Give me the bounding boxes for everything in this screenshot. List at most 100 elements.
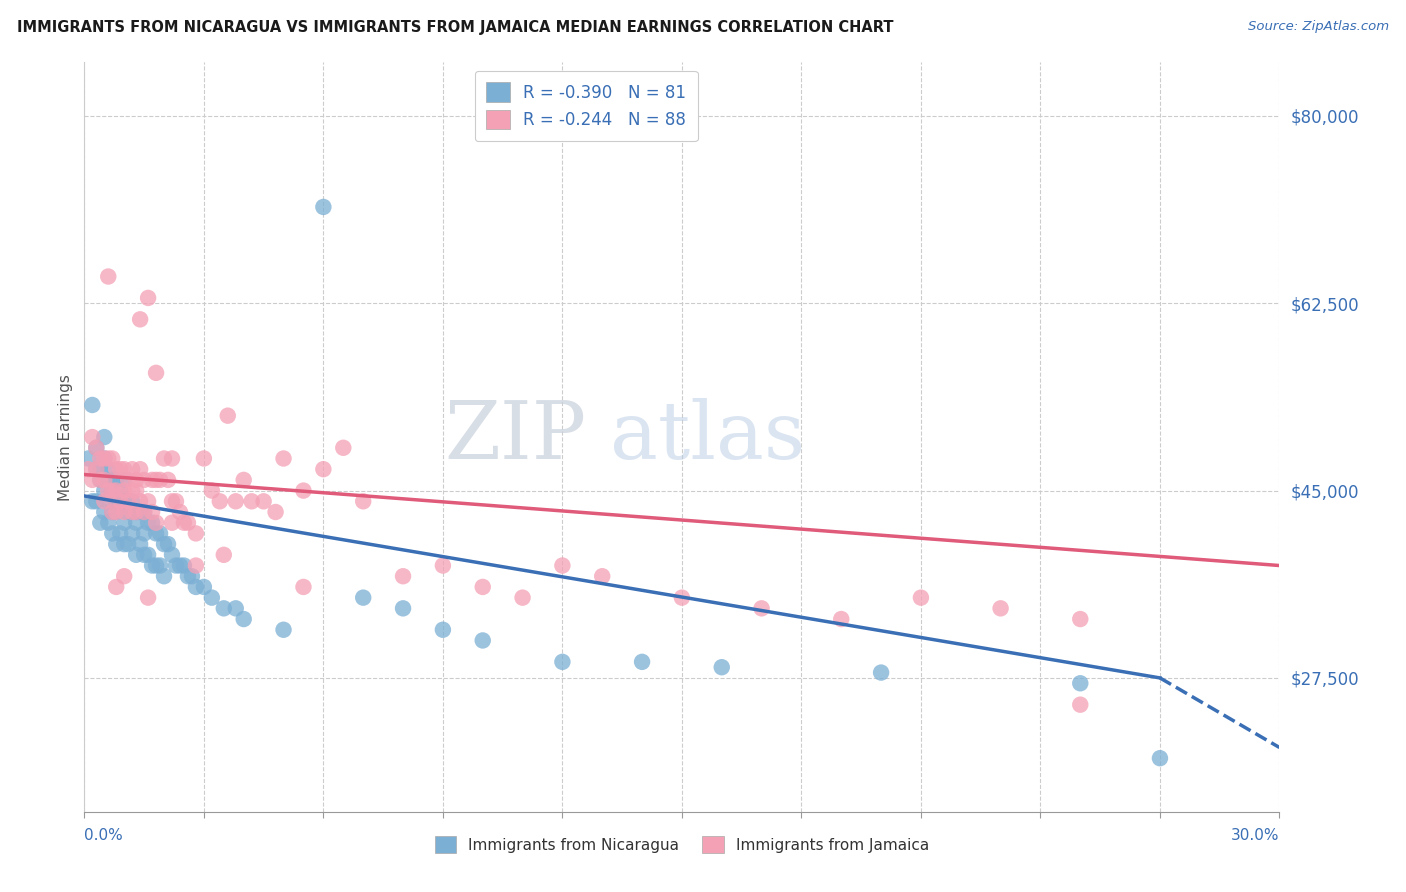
Point <box>671 591 693 605</box>
Point <box>153 569 176 583</box>
Point <box>132 505 156 519</box>
Point <box>184 526 207 541</box>
Point <box>105 494 128 508</box>
Point <box>141 505 163 519</box>
Point <box>89 473 111 487</box>
Point <box>105 505 128 519</box>
Point <box>141 473 163 487</box>
Point <box>112 494 135 508</box>
Point <box>86 441 108 455</box>
Point <box>132 526 156 541</box>
Point <box>1069 698 1091 712</box>
Point <box>132 548 156 562</box>
Point <box>129 462 152 476</box>
Point <box>93 430 115 444</box>
Point <box>97 516 120 530</box>
Point <box>86 441 108 455</box>
Point <box>169 505 191 519</box>
Point <box>117 505 139 519</box>
Point <box>432 623 454 637</box>
Point <box>86 462 108 476</box>
Point <box>121 494 143 508</box>
Point <box>292 483 315 498</box>
Point <box>990 601 1012 615</box>
Point <box>292 580 315 594</box>
Point <box>471 633 494 648</box>
Point <box>136 291 159 305</box>
Point <box>177 516 200 530</box>
Point <box>112 505 135 519</box>
Point <box>551 558 574 573</box>
Point <box>141 516 163 530</box>
Point <box>117 473 139 487</box>
Legend: Immigrants from Nicaragua, Immigrants from Jamaica: Immigrants from Nicaragua, Immigrants fr… <box>426 827 938 863</box>
Point <box>160 494 183 508</box>
Point <box>125 483 148 498</box>
Point <box>121 483 143 498</box>
Point <box>1069 676 1091 690</box>
Text: atlas: atlas <box>610 398 806 476</box>
Point <box>93 505 115 519</box>
Point <box>751 601 773 615</box>
Point <box>132 473 156 487</box>
Point <box>157 473 180 487</box>
Point <box>105 505 128 519</box>
Point <box>870 665 893 680</box>
Point <box>89 473 111 487</box>
Point <box>101 505 124 519</box>
Point <box>225 494 247 508</box>
Point <box>97 462 120 476</box>
Point <box>471 580 494 594</box>
Point <box>225 601 247 615</box>
Point <box>145 558 167 573</box>
Point <box>184 558 207 573</box>
Point <box>165 494 187 508</box>
Point <box>312 462 335 476</box>
Text: 0.0%: 0.0% <box>84 828 124 843</box>
Point <box>332 441 354 455</box>
Point <box>710 660 733 674</box>
Point <box>105 473 128 487</box>
Point <box>136 494 159 508</box>
Point <box>312 200 335 214</box>
Point <box>212 548 235 562</box>
Point <box>82 473 104 487</box>
Point <box>145 366 167 380</box>
Point <box>129 494 152 508</box>
Point <box>121 505 143 519</box>
Point <box>105 580 128 594</box>
Point <box>86 494 108 508</box>
Point <box>112 483 135 498</box>
Point <box>392 569 415 583</box>
Point <box>184 580 207 594</box>
Point <box>125 473 148 487</box>
Point <box>165 558 187 573</box>
Point <box>631 655 654 669</box>
Point <box>352 591 374 605</box>
Point <box>125 505 148 519</box>
Point <box>110 494 132 508</box>
Point <box>129 505 152 519</box>
Point <box>352 494 374 508</box>
Point <box>193 451 215 466</box>
Text: ZIP: ZIP <box>444 398 586 476</box>
Point <box>110 526 132 541</box>
Point <box>121 505 143 519</box>
Point <box>117 494 139 508</box>
Point <box>129 312 152 326</box>
Point <box>208 494 231 508</box>
Point <box>82 398 104 412</box>
Point <box>136 548 159 562</box>
Point <box>551 655 574 669</box>
Point <box>89 462 111 476</box>
Point <box>217 409 239 423</box>
Point <box>273 623 295 637</box>
Point <box>136 516 159 530</box>
Point <box>145 516 167 530</box>
Point <box>910 591 932 605</box>
Point <box>392 601 415 615</box>
Point <box>101 473 124 487</box>
Point <box>157 537 180 551</box>
Point <box>112 473 135 487</box>
Point <box>132 505 156 519</box>
